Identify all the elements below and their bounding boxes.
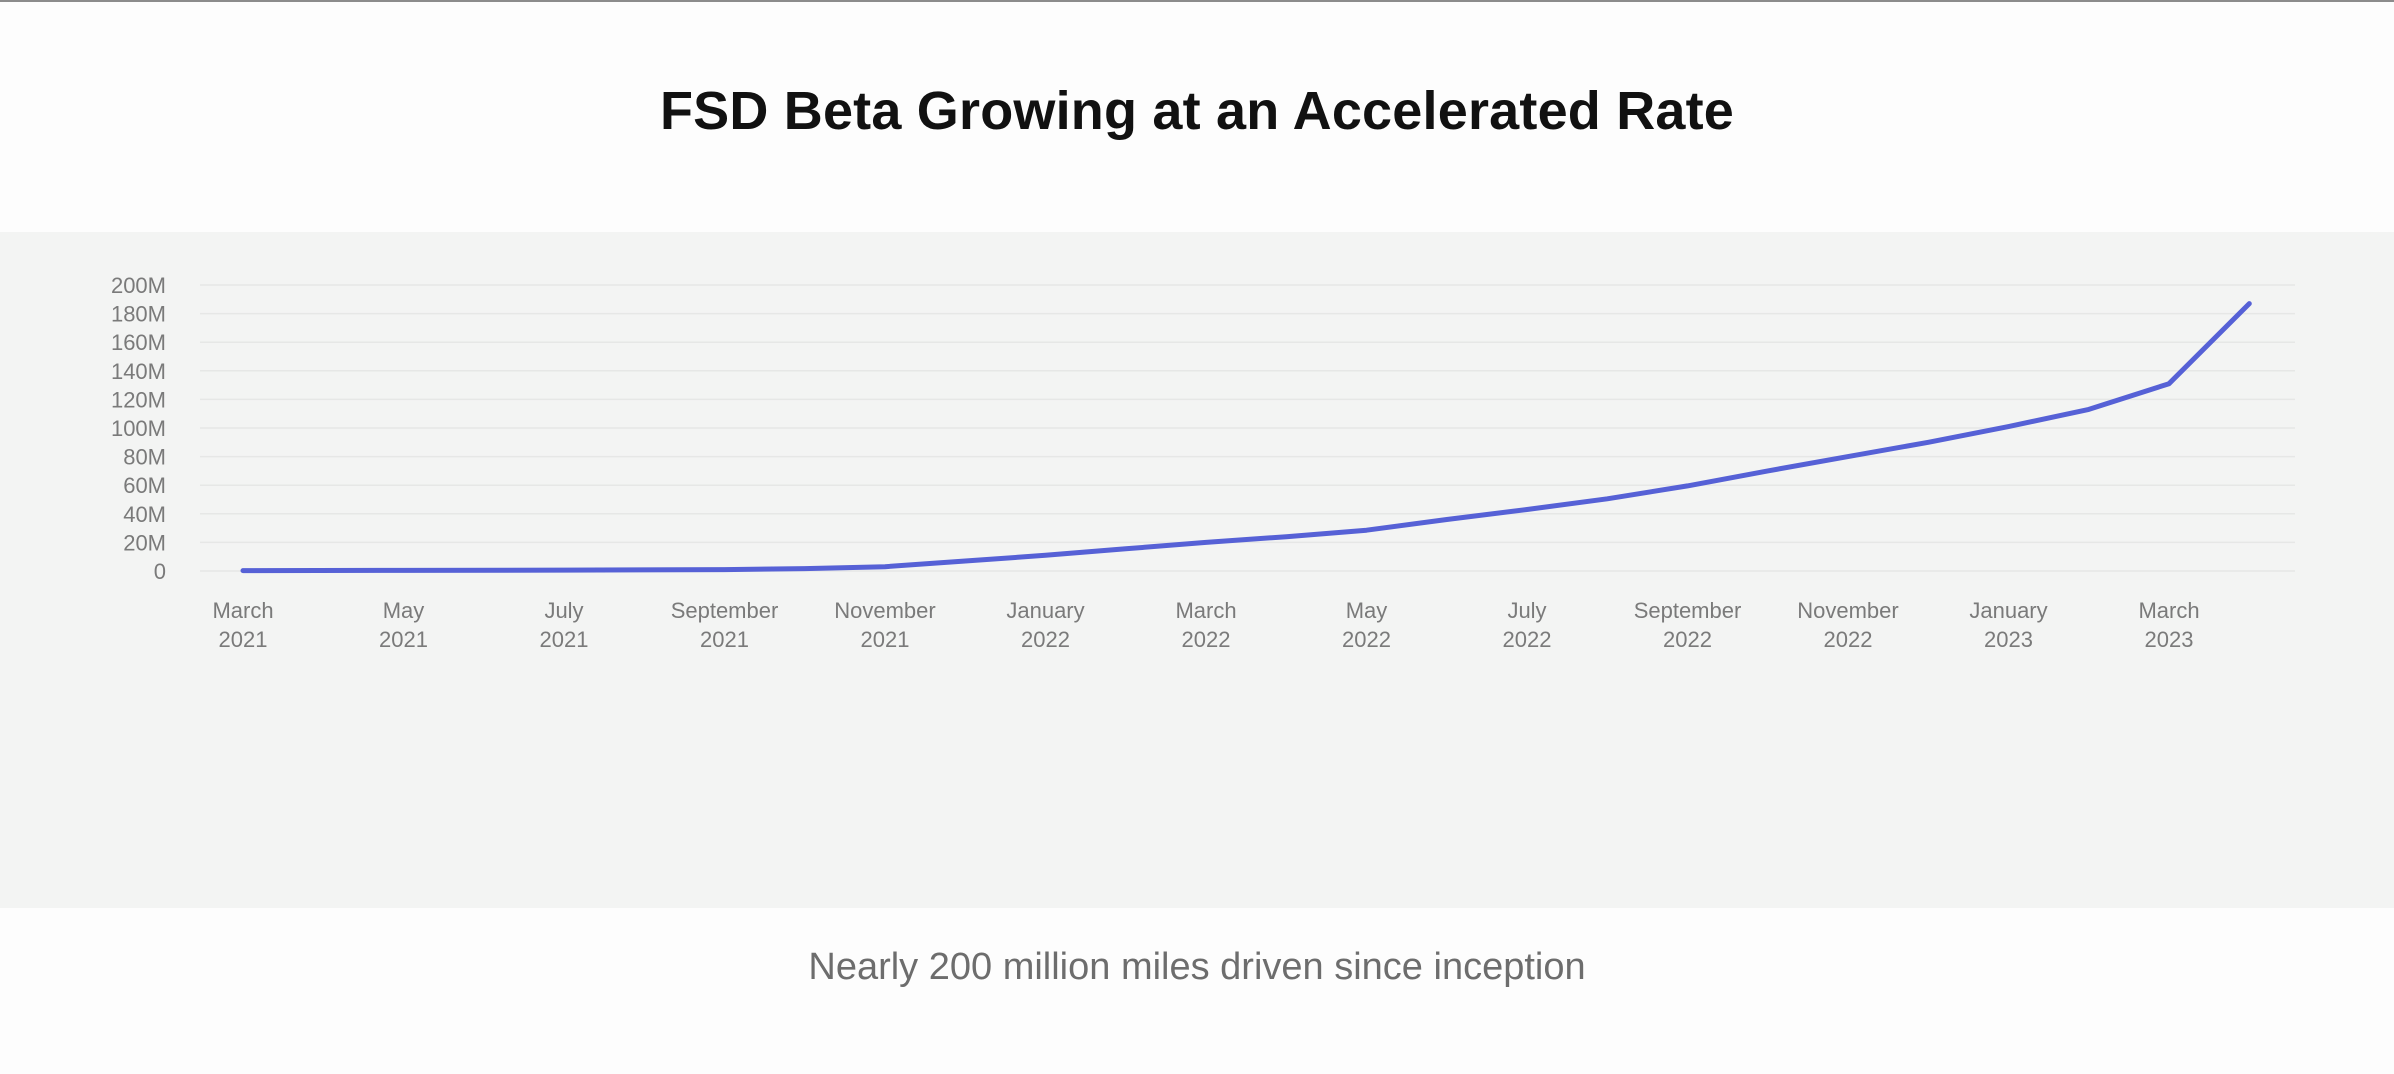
y-tick-label: 80M: [123, 445, 166, 470]
top-rule: [0, 0, 2394, 2]
y-tick-label: 40M: [123, 502, 166, 527]
y-tick-label: 180M: [111, 302, 166, 327]
y-tick-label: 20M: [123, 530, 166, 555]
x-tick-label: July 2022: [1503, 598, 1552, 652]
x-tick-label: September 2021: [671, 598, 779, 652]
y-tick-label: 140M: [111, 359, 166, 384]
x-tick-label: March 2023: [2138, 598, 2199, 652]
x-tick-label: March 2022: [1175, 598, 1236, 652]
x-tick-label: March 2021: [212, 598, 273, 652]
x-tick-label: July 2021: [540, 598, 589, 652]
y-tick-label: 60M: [123, 473, 166, 498]
chart-caption: Nearly 200 million miles driven since in…: [808, 946, 1586, 988]
y-tick-label: 0: [154, 559, 166, 584]
series-line: [240, 301, 2252, 574]
x-tick-label: November 2022: [1797, 598, 1898, 652]
x-tick-label: May 2022: [1342, 598, 1391, 652]
x-tick-label: January 2022: [1006, 598, 1084, 652]
y-tick-label: 200M: [111, 273, 166, 298]
x-tick-label: November 2021: [834, 598, 935, 652]
y-tick-label: 120M: [111, 387, 166, 412]
chart-area: 0 20M 40M 60M 80M 100M 120M 140M 160M 180M 200M Mar…: [0, 232, 2394, 908]
x-tick-label: January 2023: [1969, 598, 2047, 652]
chart-title: FSD Beta Growing at an Accelerated Rate: [659, 81, 1735, 141]
y-tick-label: 100M: [111, 416, 166, 441]
x-tick-label: September 2022: [1634, 598, 1742, 652]
line-chart: 0 20M 40M 60M 80M 100M 120M 140M 160M 180M 200M Mar…: [111, 273, 2295, 652]
x-tick-label: May 2021: [379, 598, 428, 652]
y-tick-label: 160M: [111, 330, 166, 355]
